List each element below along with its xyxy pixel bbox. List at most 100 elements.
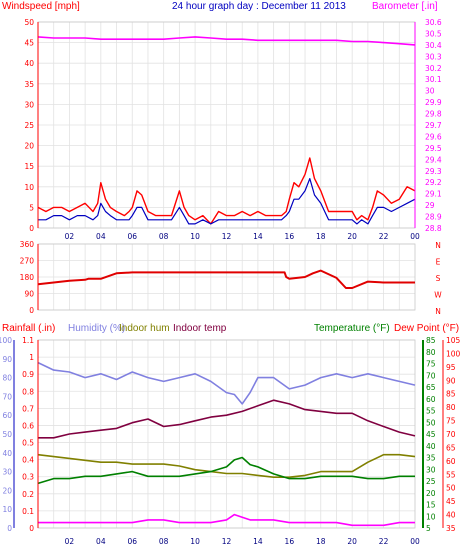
baro-tick-label: 29.2	[425, 178, 442, 187]
rain-tick-label: 0.3	[22, 473, 34, 482]
temperature-tick-label: 30	[426, 465, 436, 474]
direction-tick-label: 360	[20, 240, 35, 249]
dew-tick-label: 100	[446, 349, 461, 358]
compass-label: W	[434, 291, 442, 300]
indoor-hum-title: Indoor hum	[119, 323, 170, 334]
temperature-tick-label: 35	[426, 454, 436, 463]
x-tick-label: 02	[65, 537, 75, 546]
temperature-tick-label: 20	[426, 489, 436, 498]
humidity-tick-label: 60	[2, 411, 12, 420]
temperature-tick-label: 50	[426, 418, 436, 427]
humidity-tick-label: 80	[2, 374, 12, 383]
dew-tick-label: 70	[446, 430, 456, 439]
dew-tick-label: 90	[446, 376, 456, 385]
dew-tick-label: 55	[446, 470, 456, 479]
barometer-line	[37, 36, 416, 46]
rain-tick-label: 0.7	[22, 404, 34, 413]
baro-axis-title: Barometer [.in]	[372, 1, 438, 12]
temperature-tick-label: 75	[426, 360, 436, 369]
baro-tick-label: 29.6	[425, 132, 442, 141]
temperature-tick-label: 55	[426, 407, 436, 416]
x-tick-label: 22	[379, 232, 389, 241]
temperature-line	[37, 456, 415, 485]
wind-tick-label: 10	[24, 183, 34, 192]
compass-label: N	[435, 241, 441, 250]
rain-tick-label: 1.1	[22, 336, 34, 345]
temperature-tick-label: 65	[426, 383, 436, 392]
baro-tick-label: 30	[425, 87, 435, 96]
wind-tick-label: 50	[24, 18, 34, 27]
baro-tick-label: 28.8	[425, 224, 442, 233]
temperature-tick-label: 15	[426, 501, 436, 510]
x-tick-label: 10	[190, 232, 200, 241]
dew-tick-label: 60	[446, 457, 456, 466]
baro-tick-label: 30.5	[425, 29, 442, 38]
humidity-line	[37, 361, 416, 405]
humidity-tick-label: 40	[2, 449, 12, 458]
rain-tick-label: 0.6	[22, 421, 34, 430]
baro-tick-label: 29	[425, 201, 435, 210]
wind-avg-line	[38, 178, 416, 225]
rain-axis-title: Rainfall (.in)	[2, 323, 55, 334]
baro-tick-label: 30.6	[425, 18, 442, 27]
baro-tick-label: 30.2	[425, 64, 442, 73]
temperature-tick-label: 10	[426, 512, 436, 521]
x-tick-label: 00	[410, 232, 420, 241]
x-tick-label: 22	[379, 537, 389, 546]
wind-tick-label: 25	[24, 121, 34, 130]
grid-lines	[37, 21, 416, 529]
dew-tick-label: 35	[446, 524, 456, 533]
baro-tick-label: 29.9	[425, 98, 442, 107]
baro-tick-label: 29.7	[425, 121, 442, 130]
x-tick-label: 04	[96, 232, 106, 241]
graph-title: 24 hour graph day : December 11 2013	[172, 1, 346, 12]
wind-axis-title: Windspeed [mph]	[2, 1, 80, 12]
baro-tick-label: 30.1	[425, 75, 442, 84]
baro-tick-label: 29.1	[425, 190, 442, 199]
wind-direction-line	[37, 269, 415, 289]
x-tick-label: 08	[159, 232, 169, 241]
wind-tick-label: 15	[24, 162, 34, 171]
x-tick-label: 08	[159, 537, 169, 546]
direction-tick-label: 270	[20, 257, 35, 266]
baro-tick-label: 30.3	[425, 52, 442, 61]
baro-tick-label: 30.4	[425, 41, 442, 50]
direction-tick-label: 0	[29, 306, 34, 315]
temperature-tick-label: 70	[426, 371, 436, 380]
x-tick-label: 20	[347, 537, 357, 546]
x-tick-label: 10	[190, 537, 200, 546]
dew-tick-label: 50	[446, 484, 456, 493]
x-tick-label: 20	[347, 232, 357, 241]
rain-tick-label: 0.5	[22, 439, 34, 448]
dew-point-title: Dew Point (°F)	[394, 323, 459, 334]
humidity-tick-label: 0	[7, 524, 12, 533]
x-tick-label: 14	[253, 537, 263, 546]
dew-tick-label: 75	[446, 417, 456, 426]
indoor-temp-title: Indoor temp	[173, 323, 227, 334]
compass-label: E	[436, 258, 441, 267]
dew-tick-label: 105	[446, 336, 461, 345]
wind-tick-label: 35	[24, 80, 34, 89]
rain-tick-label: 0.4	[22, 456, 34, 465]
dew-tick-label: 80	[446, 403, 456, 412]
temperature-title: Temperature (°F)	[314, 323, 390, 334]
wind-tick-label: 5	[29, 203, 34, 212]
direction-tick-label: 90	[24, 290, 34, 299]
humidity-title: Humidity (%)	[68, 323, 125, 334]
temperature-tick-label: 45	[426, 430, 436, 439]
baro-tick-label: 29.8	[425, 110, 442, 119]
x-tick-label: 12	[222, 537, 232, 546]
x-tick-label: 00	[410, 537, 420, 546]
dew-tick-label: 45	[446, 497, 456, 506]
humidity-tick-label: 100	[0, 336, 12, 345]
baro-tick-label: 29.5	[425, 144, 442, 153]
x-tick-label: 16	[285, 537, 295, 546]
temperature-tick-label: 85	[426, 336, 436, 345]
temperature-tick-label: 60	[426, 395, 436, 404]
baro-tick-label: 29.4	[425, 155, 442, 164]
rain-tick-label: 0.9	[22, 370, 34, 379]
x-tick-label: 04	[96, 537, 106, 546]
rain-tick-label: 0	[29, 524, 34, 533]
